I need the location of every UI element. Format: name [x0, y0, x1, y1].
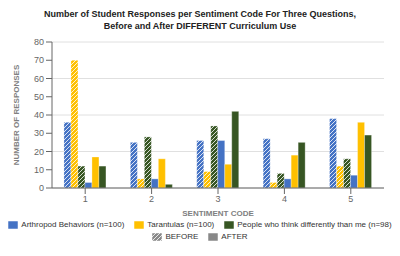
- html-text:AFTER: AFTER: [221, 232, 248, 241]
- html-text:BEFORE: BEFORE: [165, 232, 199, 241]
- svg-text:20: 20: [34, 147, 44, 157]
- svg-text:2: 2: [149, 194, 154, 204]
- svg-text:3: 3: [215, 194, 220, 204]
- svg-text:4: 4: [282, 194, 287, 204]
- svg-text:80: 80: [34, 37, 44, 47]
- svg-text:5: 5: [348, 194, 353, 204]
- svg-text:10: 10: [34, 165, 44, 175]
- html-text:Tarantulas (n=100): Tarantulas (n=100): [147, 220, 215, 229]
- svg-text:50: 50: [34, 92, 44, 102]
- html-text:Number of Student Responses pe: Number of Student Responses per Sentimen…: [44, 9, 356, 31]
- svg-text:70: 70: [34, 55, 44, 65]
- svg-text:NUMBER OF RESPONSES: NUMBER OF RESPONSES: [12, 64, 21, 165]
- svg-text:SENTIMENT CODE: SENTIMENT CODE: [182, 209, 254, 218]
- html-text:Arthropod Behaviors (n=100): Arthropod Behaviors (n=100): [21, 220, 125, 229]
- svg-text:1: 1: [83, 194, 88, 204]
- svg-text:60: 60: [34, 74, 44, 84]
- svg-text:40: 40: [34, 110, 44, 120]
- svg-text:30: 30: [34, 128, 44, 138]
- html-text:People who think differently t: People who think differently than me (n=…: [237, 220, 392, 229]
- svg-text:0: 0: [39, 183, 44, 193]
